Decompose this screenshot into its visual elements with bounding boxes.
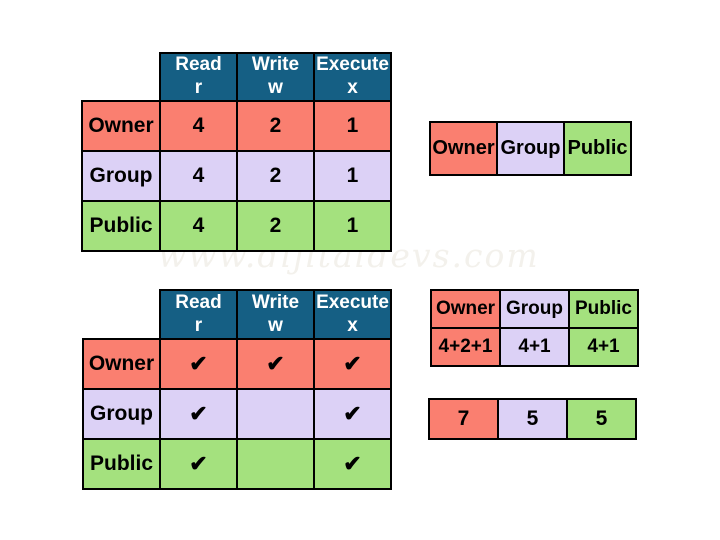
column-header-letter: x [347,76,358,98]
corner-cell [83,290,160,339]
octal-result-table: 7 5 5 [428,398,637,440]
sum-value-group: 4+1 [499,327,570,367]
row-label-public: Public [82,438,161,490]
value-cell: 4 [159,149,238,202]
octal-sum-table: Owner Group Public 4+2+1 4+1 4+1 [430,289,639,367]
column-header-execute: Execute x [313,52,392,102]
sum-header-public: Public [568,289,639,329]
values-row-public: Public 4 2 1 [81,199,392,252]
column-header-name: Write [251,54,300,75]
result-row: 7 5 5 [428,398,637,440]
value-cell: 4 [159,199,238,252]
checks-row-group: Group ✔ ✔ [82,388,392,440]
role-cell-public: Public [563,121,632,176]
values-row-owner: Owner 4 2 1 [81,99,392,152]
corner-cell [82,53,160,101]
value-cell: 2 [236,199,315,252]
sum-header-owner: Owner [430,289,501,329]
check-cell: ✔ [236,338,315,390]
values-row-group: Group 4 2 1 [81,149,392,202]
column-header-name: Write [251,291,300,313]
column-header-write: Write w [236,289,315,340]
role-cell-owner: Owner [429,121,498,176]
column-header-letter: r [194,314,203,336]
checks-header-row: Read r Write w Execute x [83,289,392,340]
row-label-public: Public [81,199,161,252]
column-header-write: Write w [236,52,315,102]
check-cell: ✔ [313,388,392,440]
column-header-letter: r [194,76,203,98]
column-header-letter: w [268,76,283,98]
column-header-name: Read [175,54,222,75]
column-header-read: Read r [159,52,238,102]
value-cell: 2 [236,149,315,202]
roles-row: Owner Group Public [429,121,632,176]
column-header-letter: x [347,314,358,336]
row-label-owner: Owner [81,99,161,152]
permission-checks-table: Read r Write w Execute x Owner ✔ ✔ ✔ Gro… [82,289,392,490]
value-cell: 1 [313,199,392,252]
sum-value-public: 4+1 [568,327,639,367]
sum-header-group: Group [499,289,570,329]
row-label-group: Group [82,388,161,440]
permission-values-table: Read r Write w Execute x Owner 4 2 1 Gro… [81,52,392,252]
result-cell-group: 5 [497,398,568,440]
check-cell: ✔ [313,338,392,390]
column-header-execute: Execute x [313,289,392,340]
value-cell: 1 [313,99,392,152]
column-header-name: Execute [316,291,389,313]
check-cell: ✔ [159,388,238,440]
column-header-letter: w [268,314,283,336]
roles-strip-table: Owner Group Public [429,121,632,176]
sum-values-row: 4+2+1 4+1 4+1 [430,327,639,367]
check-cell: ✔ [159,438,238,490]
values-header-row: Read r Write w Execute x [82,52,392,102]
column-header-read: Read r [159,289,238,340]
column-header-name: Execute [316,54,389,75]
row-label-group: Group [81,149,161,202]
value-cell: 2 [236,99,315,152]
check-cell-empty [236,388,315,440]
value-cell: 4 [159,99,238,152]
checks-row-public: Public ✔ ✔ [82,438,392,490]
sum-header-row: Owner Group Public [430,289,639,329]
role-cell-group: Group [496,121,565,176]
check-cell: ✔ [313,438,392,490]
result-cell-owner: 7 [428,398,499,440]
value-cell: 1 [313,149,392,202]
row-label-owner: Owner [82,338,161,390]
checks-row-owner: Owner ✔ ✔ ✔ [82,338,392,390]
result-cell-public: 5 [566,398,637,440]
sum-value-owner: 4+2+1 [430,327,501,367]
check-cell: ✔ [159,338,238,390]
check-cell-empty [236,438,315,490]
column-header-name: Read [175,291,222,313]
